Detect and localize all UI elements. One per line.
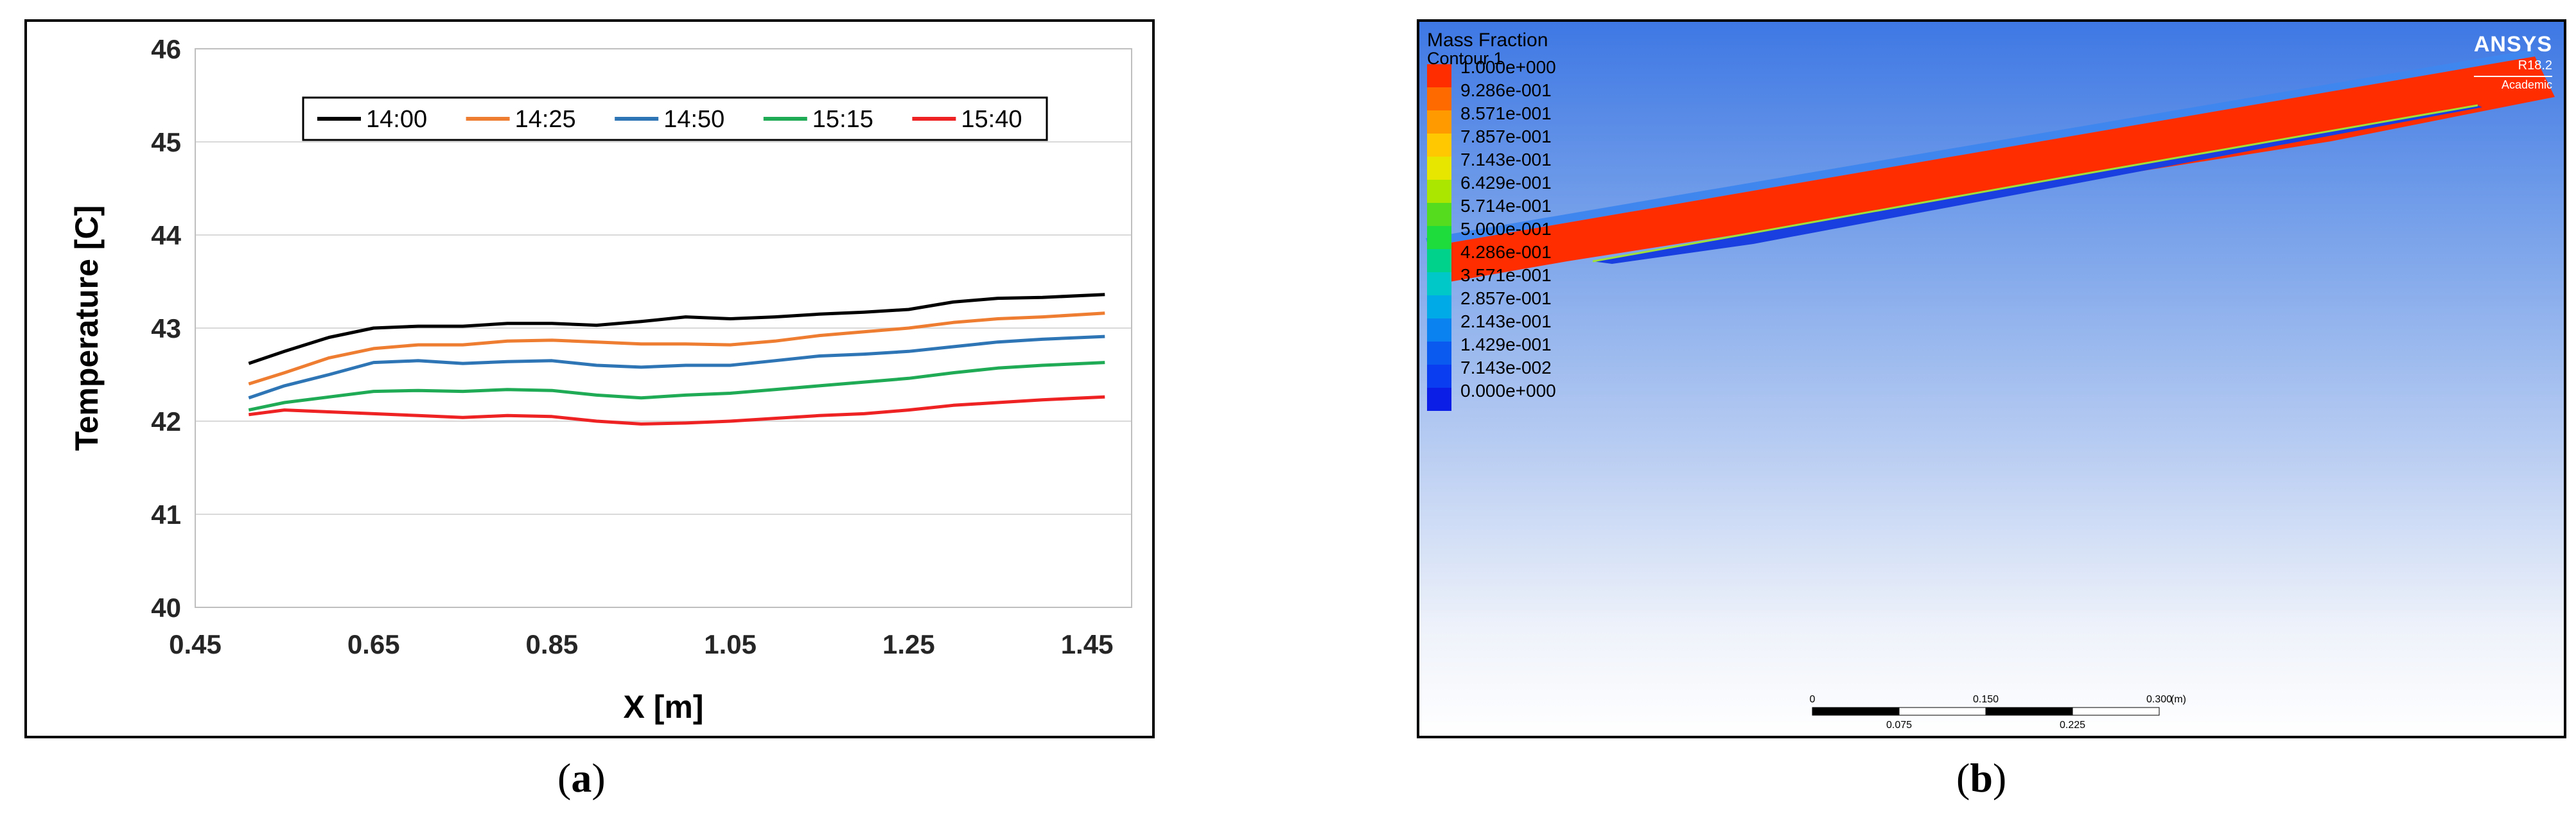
colorbar-swatch xyxy=(1427,272,1451,295)
x-tick-label: 1.25 xyxy=(882,629,935,659)
scale-label-bottom: 0.225 xyxy=(2060,720,2085,731)
y-tick-label: 40 xyxy=(151,593,181,623)
x-tick-label: 0.85 xyxy=(526,629,579,659)
colorbar-label: 4.286e-001 xyxy=(1460,242,1552,262)
scale-label-bottom: 0.075 xyxy=(1886,720,1912,731)
x-axis-title: X [m] xyxy=(624,689,704,725)
scale-segment xyxy=(1812,707,1900,716)
ansys-logo-edition: Academic xyxy=(2473,76,2552,92)
scale-segment xyxy=(2072,707,2160,716)
y-tick-label: 43 xyxy=(151,313,181,343)
series-line-1400 xyxy=(248,293,1105,365)
colorbar-swatch xyxy=(1427,295,1451,318)
legend-label: 15:15 xyxy=(812,106,873,133)
colorbar-swatch xyxy=(1427,110,1451,134)
legend-label: 14:25 xyxy=(515,106,576,133)
y-tick-label: 44 xyxy=(151,220,181,250)
colorbar-swatch xyxy=(1427,180,1451,203)
colorbar-swatch xyxy=(1427,134,1451,157)
y-tick-label: 42 xyxy=(151,406,181,437)
colorbar-label: 5.714e-001 xyxy=(1460,196,1552,216)
channel-fluid-region xyxy=(1428,56,2555,284)
colorbar-label: 7.143e-002 xyxy=(1460,358,1552,378)
colorbar-swatch xyxy=(1427,87,1451,110)
contour-title: Mass Fraction xyxy=(1427,30,1548,51)
ansys-logo-version: R18.2 xyxy=(2518,58,2552,73)
scale-segment xyxy=(1898,707,1986,716)
interface-line xyxy=(1592,104,2478,263)
channel-bottom-layer xyxy=(1593,105,2482,264)
scale-label-top: 0 xyxy=(1810,694,1816,705)
series-line-1450 xyxy=(248,334,1105,400)
scale-unit: (m) xyxy=(2171,694,2186,705)
x-tick-label: 0.45 xyxy=(169,629,222,659)
scale-segment xyxy=(1985,707,2073,716)
legend-label: 15:40 xyxy=(961,106,1022,133)
y-axis-title: Temperature [C] xyxy=(69,205,105,451)
contour-view: 1.000e+000 9.286e-001 8.571e-001 7.857e-001… xyxy=(1426,49,2555,731)
colorbar-swatch xyxy=(1427,365,1451,388)
y-tick-label: 45 xyxy=(151,127,181,157)
contour-subtitle: Contour 1 xyxy=(1427,49,1503,68)
ansys-logo: ANSYS R18.2 Academic xyxy=(2473,32,2552,92)
mass-fraction-contour-panel: 1.000e+000 9.286e-001 8.571e-001 7.857e-001… xyxy=(1417,19,2566,738)
colorbar-label: 7.143e-001 xyxy=(1460,150,1552,169)
series-line-1540 xyxy=(248,395,1105,426)
colorbar-swatch xyxy=(1427,249,1451,272)
scale-bar: 0 0.150 0.300(m) 0.075 0.225 xyxy=(1810,694,2186,731)
y-tick-label: 46 xyxy=(151,34,181,64)
scale-label-top: 0.150 xyxy=(1973,694,1999,705)
x-tick-label: 0.65 xyxy=(347,629,400,659)
series-line-1515 xyxy=(248,361,1105,412)
colorbar-label: 9.286e-001 xyxy=(1460,80,1552,100)
series-lines xyxy=(248,293,1105,426)
caption-b: (b) xyxy=(1956,755,2007,801)
x-tick-label: 1.45 xyxy=(1061,629,1114,659)
colorbar-swatch xyxy=(1427,342,1451,365)
colorbar-label: 2.143e-001 xyxy=(1460,311,1552,331)
x-axis-ticks: 0.45 0.65 0.85 1.05 1.25 1.45 xyxy=(169,629,1113,659)
plot-area-frame xyxy=(195,48,1132,608)
series-line-1425 xyxy=(248,311,1105,386)
y-tick-label: 41 xyxy=(151,499,181,530)
colorbar-swatch xyxy=(1427,318,1451,342)
legend: 14:00 14:25 14:50 15:15 15:40 xyxy=(302,96,1048,141)
colorbar-label: 5.000e-001 xyxy=(1460,219,1552,239)
colorbar-label: 6.429e-001 xyxy=(1460,173,1552,193)
caption-a: (a) xyxy=(557,755,606,801)
colorbar-swatch xyxy=(1427,388,1451,411)
scale-label-top: 0.300 xyxy=(2146,694,2172,705)
ansys-logo-name: ANSYS xyxy=(2473,32,2552,56)
x-tick-label: 1.05 xyxy=(704,629,757,659)
temperature-chart-panel: 40 41 42 43 44 45 46 0.45 0.65 0.85 1.05 1.25 1.45 … xyxy=(24,19,1155,738)
colorbar-label: 3.571e-001 xyxy=(1460,265,1552,285)
colorbar-swatch xyxy=(1427,157,1451,180)
colorbar-label: 7.857e-001 xyxy=(1460,126,1552,146)
colorbar-label: 1.000e+000 xyxy=(1460,57,1556,77)
y-axis-ticks: 40 41 42 43 44 45 46 xyxy=(151,34,181,623)
colorbar-label: 2.857e-001 xyxy=(1460,288,1552,308)
channel-top-layer xyxy=(1426,49,2535,247)
colorbar-swatch xyxy=(1427,203,1451,226)
colorbar-swatch xyxy=(1427,64,1451,87)
colorbar: 1.000e+000 9.286e-001 8.571e-001 7.857e-001… xyxy=(1427,57,1556,411)
colorbar-label: 1.429e-001 xyxy=(1460,334,1552,354)
colorbar-swatch xyxy=(1427,226,1451,249)
colorbar-label: 8.571e-001 xyxy=(1460,103,1552,123)
legend-label: 14:00 xyxy=(366,106,427,133)
colorbar-label: 0.000e+000 xyxy=(1460,381,1556,401)
legend-label: 14:50 xyxy=(663,106,724,133)
